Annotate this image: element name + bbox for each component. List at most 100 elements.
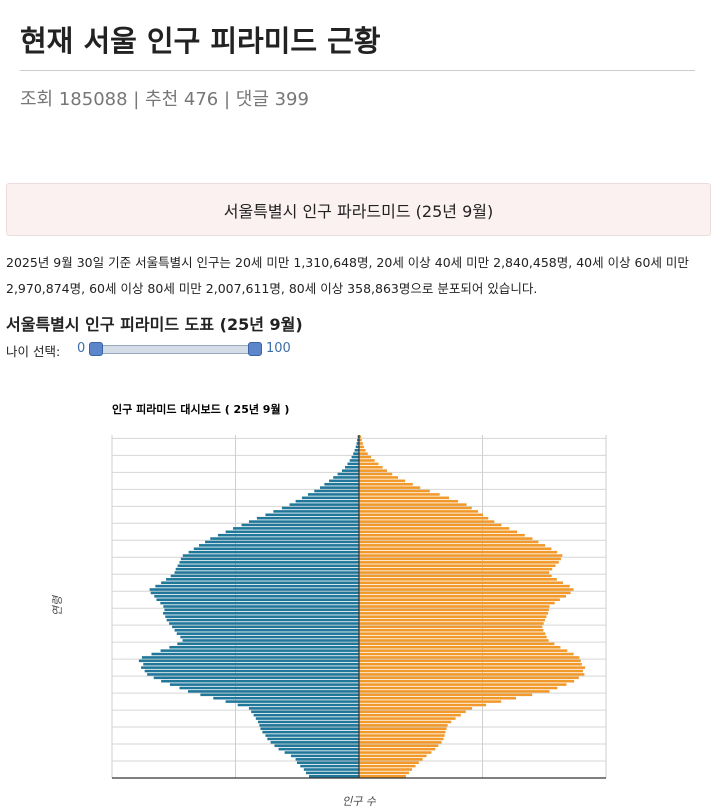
- bar: [359, 676, 579, 680]
- slider-label: 나이 선택:: [6, 344, 61, 359]
- slider-handle-min[interactable]: [89, 342, 103, 356]
- bar: [359, 527, 510, 530]
- bar: [164, 608, 359, 612]
- bar: [359, 601, 555, 605]
- bar: [359, 578, 557, 581]
- bar: [160, 649, 359, 652]
- bar: [359, 622, 544, 625]
- bar: [273, 510, 359, 513]
- bar: [345, 465, 359, 469]
- bar: [141, 666, 359, 669]
- bar: [359, 669, 583, 673]
- bar: [359, 608, 549, 612]
- bar: [138, 659, 359, 663]
- bar: [359, 754, 427, 758]
- bar: [359, 683, 567, 686]
- summary-text: 2025년 9월 30일 기준 서울특별시 인구는 20세 미만 1,310,6…: [6, 255, 689, 296]
- slider-min-label: 0: [77, 341, 86, 356]
- bar: [359, 747, 436, 751]
- bar: [355, 445, 359, 449]
- bar: [359, 537, 533, 540]
- bar: [193, 547, 359, 551]
- bar: [359, 465, 383, 469]
- bar: [296, 761, 359, 765]
- bar: [359, 557, 561, 561]
- bar: [169, 645, 359, 649]
- bar: [359, 445, 364, 449]
- bar: [359, 544, 546, 547]
- bar: [225, 530, 359, 534]
- bar: [359, 673, 585, 676]
- bar: [155, 584, 359, 588]
- bar: [359, 489, 430, 493]
- bar: [295, 499, 359, 503]
- bar: [359, 503, 467, 506]
- bar: [281, 506, 359, 510]
- bar: [359, 737, 444, 741]
- bar: [354, 448, 359, 452]
- y-axis-label: 연령: [51, 594, 64, 616]
- bar: [359, 713, 461, 717]
- bar: [149, 588, 359, 591]
- slider-track[interactable]: [95, 345, 257, 354]
- bar: [359, 707, 473, 710]
- bar: [359, 486, 421, 489]
- bar: [265, 513, 359, 517]
- bar: [258, 720, 359, 724]
- bar: [177, 642, 359, 646]
- bar: [359, 523, 502, 527]
- bar: [237, 703, 359, 707]
- bar: [359, 438, 362, 442]
- bar: [165, 615, 359, 618]
- bar: [359, 612, 549, 615]
- bar: [359, 493, 440, 496]
- bar: [329, 479, 359, 483]
- bar: [359, 472, 393, 476]
- bar: [359, 656, 580, 659]
- bar: [359, 693, 533, 697]
- bar: [150, 591, 359, 595]
- bar: [333, 476, 359, 479]
- bar: [359, 700, 502, 703]
- bar: [359, 574, 552, 578]
- bar: [357, 438, 359, 442]
- bar: [270, 741, 359, 744]
- slider-handle-max[interactable]: [248, 342, 262, 356]
- bar: [359, 581, 563, 585]
- bar: [359, 744, 439, 748]
- chart: 인구 피라미드 대시보드 ( 25년 9월 ) 인구 수 연령: [51, 402, 607, 808]
- bar: [359, 547, 552, 551]
- bar: [359, 571, 550, 574]
- bar: [290, 754, 359, 758]
- bar: [241, 523, 359, 527]
- bar: [295, 758, 359, 761]
- bar: [172, 625, 359, 629]
- bar: [324, 482, 359, 486]
- bar: [359, 561, 559, 564]
- bar: [166, 578, 359, 581]
- bar: [200, 693, 359, 697]
- bar: [265, 734, 359, 737]
- bar: [359, 764, 416, 768]
- bar: [359, 662, 582, 666]
- bar: [174, 571, 359, 574]
- bar: [359, 768, 412, 771]
- bar: [154, 595, 359, 598]
- slider-max-label: 100: [266, 341, 291, 356]
- bar: [359, 540, 539, 544]
- bar: [359, 564, 556, 568]
- bar: [359, 649, 568, 652]
- bar: [359, 499, 459, 503]
- bar: [359, 482, 413, 486]
- bar: [341, 469, 359, 472]
- bar: [359, 550, 558, 554]
- bar: [359, 533, 525, 537]
- bar: [225, 700, 359, 703]
- bar: [306, 771, 359, 775]
- bar: [359, 724, 448, 727]
- bar: [161, 679, 359, 683]
- bar: [260, 727, 359, 731]
- bar: [359, 452, 368, 455]
- bar: [307, 493, 359, 496]
